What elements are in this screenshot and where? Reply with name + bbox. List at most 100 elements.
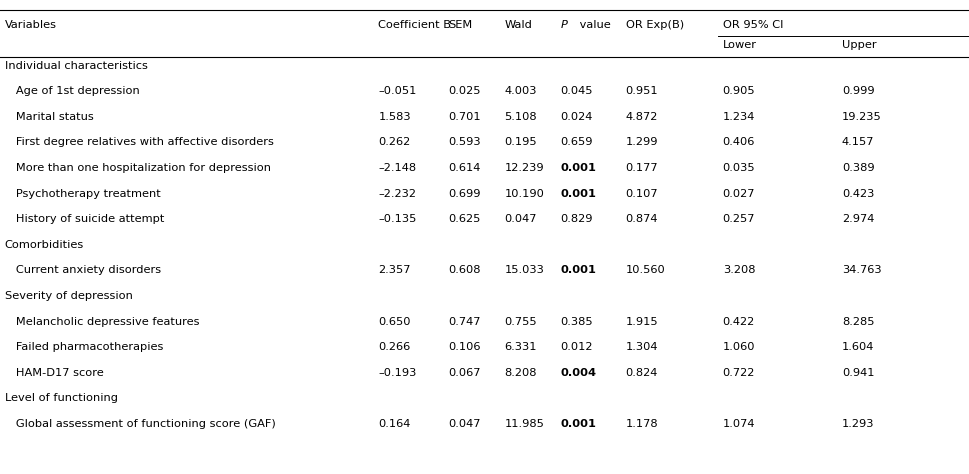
Text: 2.357: 2.357: [378, 265, 411, 275]
Text: Lower: Lower: [722, 40, 756, 50]
Text: 2.974: 2.974: [841, 214, 873, 224]
Text: 34.763: 34.763: [841, 265, 881, 275]
Text: 0.593: 0.593: [448, 137, 481, 147]
Text: 1.293: 1.293: [841, 419, 874, 429]
Text: SEM: SEM: [448, 19, 472, 30]
Text: 0.614: 0.614: [448, 163, 480, 173]
Text: 1.178: 1.178: [625, 419, 658, 429]
Text: OR Exp(B): OR Exp(B): [625, 19, 683, 30]
Text: Severity of depression: Severity of depression: [5, 291, 133, 301]
Text: 3.208: 3.208: [722, 265, 755, 275]
Text: 0.177: 0.177: [625, 163, 658, 173]
Text: 0.625: 0.625: [448, 214, 480, 224]
Text: value: value: [576, 19, 610, 30]
Text: 19.235: 19.235: [841, 112, 881, 122]
Text: 0.004: 0.004: [560, 368, 596, 378]
Text: 0.106: 0.106: [448, 342, 481, 352]
Text: 0.164: 0.164: [378, 419, 410, 429]
Text: 0.385: 0.385: [560, 317, 593, 327]
Text: 1.299: 1.299: [625, 137, 658, 147]
Text: 1.604: 1.604: [841, 342, 873, 352]
Text: 0.824: 0.824: [625, 368, 657, 378]
Text: 5.108: 5.108: [504, 112, 537, 122]
Text: HAM-D17 score: HAM-D17 score: [5, 368, 104, 378]
Text: 0.047: 0.047: [448, 419, 481, 429]
Text: 0.257: 0.257: [722, 214, 755, 224]
Text: Melancholic depressive features: Melancholic depressive features: [5, 317, 200, 327]
Text: 0.747: 0.747: [448, 317, 481, 327]
Text: Wald: Wald: [504, 19, 532, 30]
Text: 0.999: 0.999: [841, 86, 874, 96]
Text: 0.067: 0.067: [448, 368, 481, 378]
Text: 1.074: 1.074: [722, 419, 755, 429]
Text: 0.608: 0.608: [448, 265, 481, 275]
Text: 0.107: 0.107: [625, 189, 658, 199]
Text: 0.905: 0.905: [722, 86, 755, 96]
Text: 1.583: 1.583: [378, 112, 411, 122]
Text: Level of functioning: Level of functioning: [5, 393, 117, 403]
Text: 12.239: 12.239: [504, 163, 544, 173]
Text: 0.024: 0.024: [560, 112, 592, 122]
Text: 0.266: 0.266: [378, 342, 410, 352]
Text: 8.208: 8.208: [504, 368, 537, 378]
Text: 0.722: 0.722: [722, 368, 754, 378]
Text: Upper: Upper: [841, 40, 876, 50]
Text: 4.003: 4.003: [504, 86, 537, 96]
Text: 6.331: 6.331: [504, 342, 537, 352]
Text: Age of 1st depression: Age of 1st depression: [5, 86, 140, 96]
Text: 4.872: 4.872: [625, 112, 657, 122]
Text: 0.001: 0.001: [560, 265, 596, 275]
Text: Global assessment of functioning score (GAF): Global assessment of functioning score (…: [5, 419, 275, 429]
Text: 0.941: 0.941: [841, 368, 874, 378]
Text: Comorbidities: Comorbidities: [5, 240, 84, 250]
Text: 10.190: 10.190: [504, 189, 544, 199]
Text: Current anxiety disorders: Current anxiety disorders: [5, 265, 161, 275]
Text: 8.285: 8.285: [841, 317, 874, 327]
Text: 0.422: 0.422: [722, 317, 754, 327]
Text: 10.560: 10.560: [625, 265, 665, 275]
Text: 0.659: 0.659: [560, 137, 593, 147]
Text: OR 95% CI: OR 95% CI: [722, 19, 782, 30]
Text: –2.232: –2.232: [378, 189, 416, 199]
Text: Coefficient B: Coefficient B: [378, 19, 451, 30]
Text: 0.001: 0.001: [560, 419, 596, 429]
Text: –0.193: –0.193: [378, 368, 417, 378]
Text: 0.025: 0.025: [448, 86, 481, 96]
Text: 1.060: 1.060: [722, 342, 755, 352]
Text: 0.829: 0.829: [560, 214, 593, 224]
Text: 15.033: 15.033: [504, 265, 544, 275]
Text: 0.045: 0.045: [560, 86, 593, 96]
Text: 0.701: 0.701: [448, 112, 481, 122]
Text: 11.985: 11.985: [504, 419, 544, 429]
Text: First degree relatives with affective disorders: First degree relatives with affective di…: [5, 137, 273, 147]
Text: 4.157: 4.157: [841, 137, 874, 147]
Text: 0.699: 0.699: [448, 189, 481, 199]
Text: –0.135: –0.135: [378, 214, 417, 224]
Text: History of suicide attempt: History of suicide attempt: [5, 214, 164, 224]
Text: Marital status: Marital status: [5, 112, 93, 122]
Text: 0.001: 0.001: [560, 189, 596, 199]
Text: 1.915: 1.915: [625, 317, 658, 327]
Text: 0.389: 0.389: [841, 163, 874, 173]
Text: 0.874: 0.874: [625, 214, 658, 224]
Text: –0.051: –0.051: [378, 86, 417, 96]
Text: 0.035: 0.035: [722, 163, 755, 173]
Text: 0.755: 0.755: [504, 317, 537, 327]
Text: 0.001: 0.001: [560, 163, 596, 173]
Text: –2.148: –2.148: [378, 163, 416, 173]
Text: Variables: Variables: [5, 19, 57, 30]
Text: More than one hospitalization for depression: More than one hospitalization for depres…: [5, 163, 270, 173]
Text: Psychotherapy treatment: Psychotherapy treatment: [5, 189, 161, 199]
Text: 0.027: 0.027: [722, 189, 755, 199]
Text: 0.195: 0.195: [504, 137, 537, 147]
Text: 0.650: 0.650: [378, 317, 411, 327]
Text: 0.951: 0.951: [625, 86, 658, 96]
Text: 0.406: 0.406: [722, 137, 754, 147]
Text: 0.012: 0.012: [560, 342, 593, 352]
Text: 0.423: 0.423: [841, 189, 873, 199]
Text: Individual characteristics: Individual characteristics: [5, 61, 147, 71]
Text: 1.234: 1.234: [722, 112, 754, 122]
Text: Failed pharmacotherapies: Failed pharmacotherapies: [5, 342, 163, 352]
Text: 0.262: 0.262: [378, 137, 410, 147]
Text: P: P: [560, 19, 567, 30]
